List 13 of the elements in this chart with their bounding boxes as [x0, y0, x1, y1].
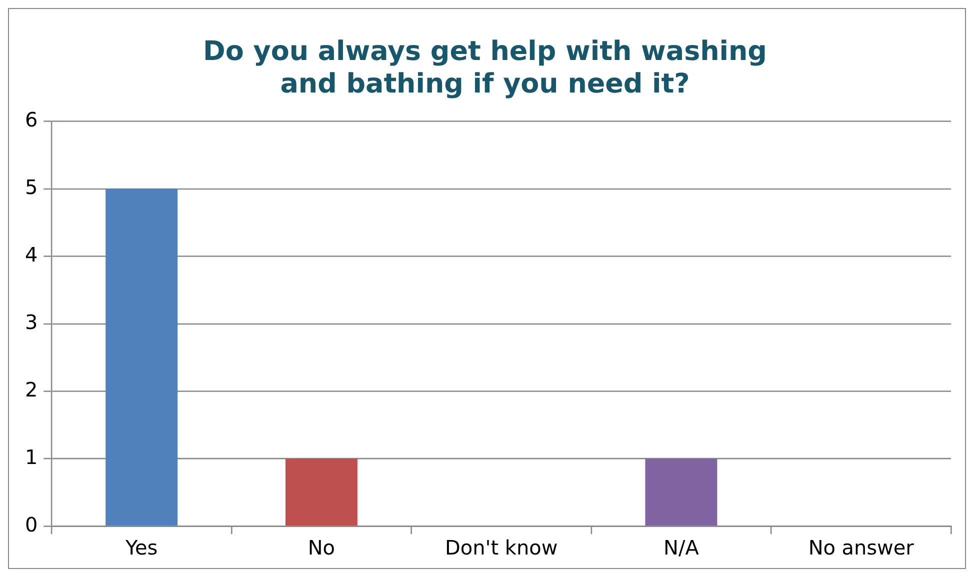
- y-tick-label: 3: [24, 310, 38, 334]
- x-tick-label: N/A: [664, 535, 700, 560]
- x-tick-label: No answer: [808, 535, 915, 560]
- y-tick-label: 6: [24, 108, 38, 132]
- y-tick-label: 2: [24, 377, 38, 402]
- x-tick-label: Don't know: [445, 535, 558, 560]
- y-tick-label: 0: [24, 512, 38, 536]
- x-tick-label: Yes: [124, 535, 158, 560]
- chart-title: Do you always get help with washing and bathing if you need it?: [203, 36, 767, 100]
- x-tick-label: No: [308, 535, 336, 560]
- y-tick-label: 1: [24, 444, 38, 469]
- y-tick-label: 4: [24, 242, 38, 266]
- y-tick-label: 5: [24, 175, 38, 200]
